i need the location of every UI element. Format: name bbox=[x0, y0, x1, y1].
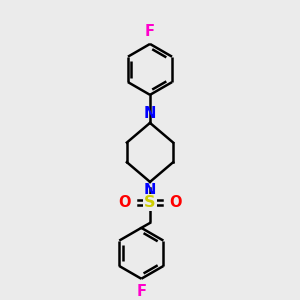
Text: N: N bbox=[144, 183, 156, 198]
Text: F: F bbox=[145, 24, 155, 39]
Text: N: N bbox=[144, 106, 156, 122]
Text: S: S bbox=[144, 195, 156, 210]
Text: O: O bbox=[170, 195, 182, 210]
Text: O: O bbox=[118, 195, 130, 210]
Text: F: F bbox=[136, 284, 146, 299]
